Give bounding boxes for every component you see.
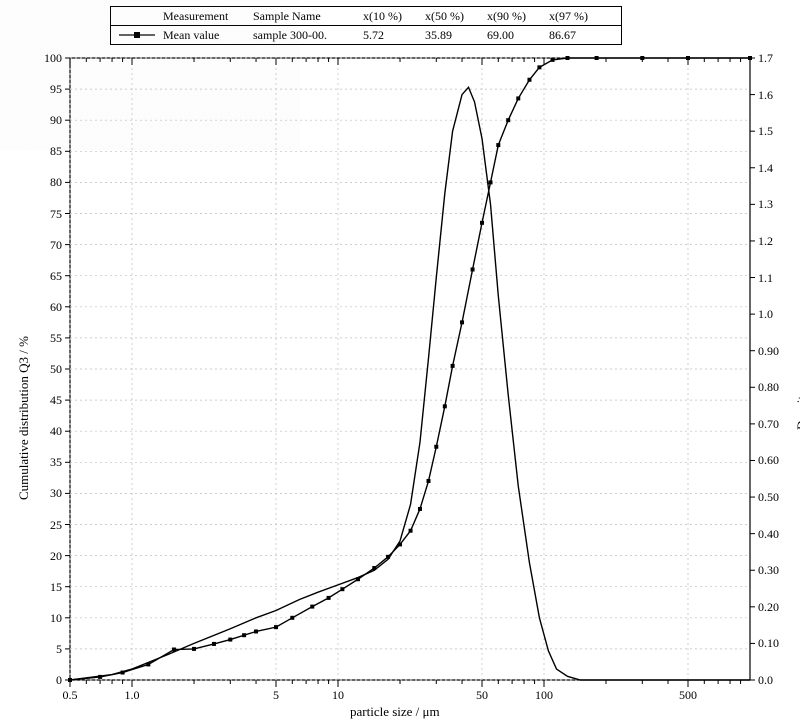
tick-label: 10 <box>332 688 344 703</box>
legend-cell: Mean value <box>163 28 253 43</box>
tick-label: 0.50 <box>758 490 779 505</box>
legend-col: x(10 %) <box>363 9 425 24</box>
tick-label: 0.40 <box>758 527 779 542</box>
tick-label: 0.10 <box>758 636 779 651</box>
legend-row: Mean value sample 300-00. 5.72 35.89 69.… <box>111 26 621 44</box>
tick-label: 500 <box>679 688 697 703</box>
tick-label: 35 <box>50 455 62 470</box>
tick-label: 55 <box>50 331 62 346</box>
tick-label: 75 <box>50 207 62 222</box>
tick-label: 70 <box>50 238 62 253</box>
tick-label: 0.80 <box>758 380 779 395</box>
tick-label: 1.7 <box>758 51 773 66</box>
tick-label: 0.5 <box>63 688 78 703</box>
tick-label: 1.0 <box>125 688 140 703</box>
tick-label: 0.70 <box>758 417 779 432</box>
x-axis-label: particle size / μm <box>350 704 440 720</box>
tick-label: 100 <box>535 688 553 703</box>
tick-label: 90 <box>50 113 62 128</box>
tick-label: 0.0 <box>758 673 773 688</box>
legend-header: Measurement Sample Name x(10 %) x(50 %) … <box>111 7 621 26</box>
tick-label: 25 <box>50 518 62 533</box>
tick-label: 50 <box>50 362 62 377</box>
legend-marker-icon <box>119 30 155 40</box>
tick-label: 1.5 <box>758 124 773 139</box>
legend: Measurement Sample Name x(10 %) x(50 %) … <box>110 6 622 45</box>
legend-cell: 86.67 <box>549 28 611 43</box>
tick-label: 1.4 <box>758 161 773 176</box>
legend-col: Sample Name <box>253 9 363 24</box>
tick-label: 5 <box>56 642 62 657</box>
tick-label: 10 <box>50 611 62 626</box>
tick-label: 1.3 <box>758 197 773 212</box>
tick-label: 65 <box>50 269 62 284</box>
y-right-axis-label: Density distribution <box>794 370 800 430</box>
tick-label: 85 <box>50 144 62 159</box>
legend-cell: 69.00 <box>487 28 549 43</box>
legend-cell: sample 300-00. <box>253 28 363 43</box>
legend-col: Measurement <box>163 9 253 24</box>
tick-label: 40 <box>50 424 62 439</box>
legend-col: x(97 %) <box>549 9 611 24</box>
tick-label: 1.2 <box>758 234 773 249</box>
legend-col: x(90 %) <box>487 9 549 24</box>
tick-label: 0 <box>56 673 62 688</box>
tick-label: 80 <box>50 175 62 190</box>
tick-label: 5 <box>273 688 279 703</box>
plot-area <box>0 0 800 722</box>
tick-label: 95 <box>50 82 62 97</box>
tick-label: 15 <box>50 580 62 595</box>
tick-label: 50 <box>476 688 488 703</box>
tick-label: 1.6 <box>758 88 773 103</box>
tick-label: 20 <box>50 549 62 564</box>
tick-label: 0.20 <box>758 600 779 615</box>
particle-size-distribution-chart: Measurement Sample Name x(10 %) x(50 %) … <box>0 0 800 722</box>
legend-cell: 35.89 <box>425 28 487 43</box>
tick-label: 100 <box>44 51 62 66</box>
y-left-axis-label: Cumulative distribution Q3 / % <box>16 336 32 500</box>
tick-label: 0.90 <box>758 344 779 359</box>
legend-cell: 5.72 <box>363 28 425 43</box>
tick-label: 60 <box>50 300 62 315</box>
tick-label: 0.60 <box>758 453 779 468</box>
tick-label: 1.1 <box>758 271 773 286</box>
tick-label: 30 <box>50 486 62 501</box>
tick-label: 1.0 <box>758 307 773 322</box>
legend-col: x(50 %) <box>425 9 487 24</box>
tick-label: 45 <box>50 393 62 408</box>
tick-label: 0.30 <box>758 563 779 578</box>
